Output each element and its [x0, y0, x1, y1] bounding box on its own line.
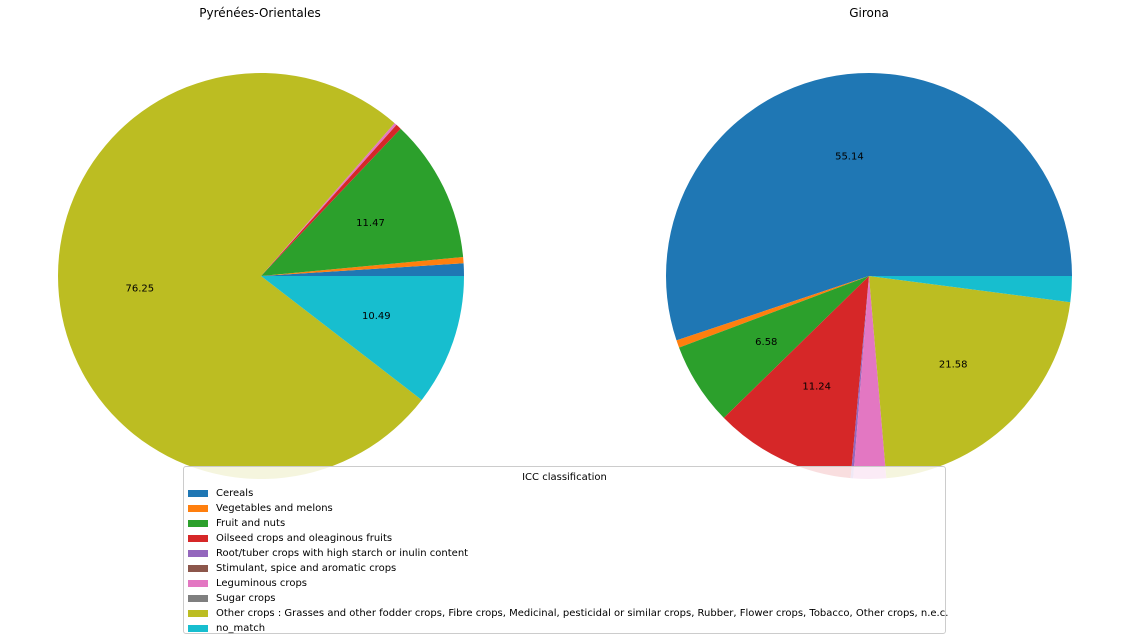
- slice-label-oilseed-crops-and-oleaginous-fruits: 11.24: [802, 382, 831, 393]
- pie-slice-oilseed-crops-and-oleaginous-fruits: [723, 276, 869, 479]
- pie-slice-no-match: [261, 276, 464, 400]
- legend-label: Oilseed crops and oleaginous fruits: [216, 533, 393, 544]
- pie-slice-leguminous-crops: [853, 276, 887, 479]
- pie-slice-vegetables-and-melons: [261, 256, 464, 276]
- slice-label-fruit-and-nuts: 6.58: [755, 337, 777, 348]
- legend-swatch: [188, 505, 208, 512]
- legend-item-sugar-crops: Sugar crops: [188, 591, 945, 606]
- legend-label: Leguminous crops: [216, 578, 308, 589]
- legend-item-no-match: no_match: [188, 621, 945, 636]
- pie-chart-girona: 55.14 6.58 11.24 21.58: [665, 73, 1072, 479]
- pie-slice-root-tuber-crops-with-high-starch-or-inu: [850, 276, 869, 479]
- legend-swatch: [188, 580, 208, 587]
- pie-slice-cereals: [665, 73, 1072, 341]
- legend: ICC classification Cereals Vegetables and…: [183, 466, 949, 636]
- legend-swatch: [188, 535, 208, 542]
- slice-label-fruit-and-nuts: 11.47: [356, 218, 385, 229]
- legend-item-fruit-and-nuts: Fruit and nuts: [188, 516, 945, 531]
- pie-slice-oilseed-crops-and-oleaginous-fruits: [261, 124, 401, 276]
- pie-slice-leguminous-crops: [261, 123, 397, 276]
- chart-title-girona: Girona: [849, 6, 889, 20]
- pie-slice-fruit-and-nuts: [261, 128, 464, 276]
- slice-label-other-crops-grasses-and-other-fodder-cro: 76.25: [125, 283, 154, 294]
- slice-label-cereals: 55.14: [835, 151, 864, 162]
- legend-swatch: [188, 550, 208, 557]
- legend-title: ICC classification: [522, 472, 607, 483]
- legend-item-oilseed-crops-and-oleaginous-fruits: Oilseed crops and oleaginous fruits: [188, 531, 945, 546]
- legend-item-vegetables-and-melons: Vegetables and melons: [188, 501, 945, 516]
- legend-label: no_match: [216, 623, 266, 634]
- legend-label: Other crops : Grasses and other fodder c…: [216, 608, 949, 619]
- legend-swatch: [188, 565, 208, 572]
- pie-chart-pyrenees-orientales: 11.47 76.25 10.49: [57, 73, 464, 480]
- legend-item-other-crops-grasses-and-other-fodder-cro: Other crops : Grasses and other fodder c…: [188, 606, 949, 621]
- legend-swatch: [188, 490, 208, 497]
- chart-title-pyrenees-orientales: Pyrénées-Orientales: [199, 6, 320, 20]
- legend-list: Cereals Vegetables and melons Fruit and nu…: [184, 486, 949, 636]
- pie-slice-other-crops-grasses-and-other-fodder-cro: [57, 73, 422, 480]
- legend-swatch: [188, 610, 208, 617]
- slice-label-other-crops-grasses-and-other-fodder-cro: 21.58: [939, 360, 968, 371]
- pie-slice-fruit-and-nuts: [679, 276, 869, 418]
- legend-label: Stimulant, spice and aromatic crops: [216, 563, 397, 574]
- legend-item-root-tuber-crops-with-high-starch-or-inu: Root/tuber crops with high starch or inu…: [188, 546, 945, 561]
- legend-swatch: [188, 625, 208, 632]
- pie-slice-other-crops-grasses-and-other-fodder-cro: [869, 276, 1071, 479]
- legend-label: Root/tuber crops with high starch or inu…: [216, 548, 469, 559]
- legend-item-stimulant-spice-and-aromatic-crops: Stimulant, spice and aromatic crops: [188, 561, 945, 576]
- legend-swatch: [188, 595, 208, 602]
- slice-label-no-match: 10.49: [362, 311, 391, 322]
- legend-swatch: [188, 520, 208, 527]
- legend-item-leguminous-crops: Leguminous crops: [188, 576, 945, 591]
- legend-item-cereals: Cereals: [188, 486, 945, 501]
- legend-label: Fruit and nuts: [216, 518, 286, 529]
- pie-slice-cereals: [261, 263, 464, 276]
- legend-label: Vegetables and melons: [216, 503, 333, 514]
- legend-label: Cereals: [216, 488, 254, 499]
- legend-label: Sugar crops: [216, 593, 276, 604]
- pie-slice-no-match: [869, 276, 1072, 303]
- pie-slice-vegetables-and-melons: [676, 276, 869, 348]
